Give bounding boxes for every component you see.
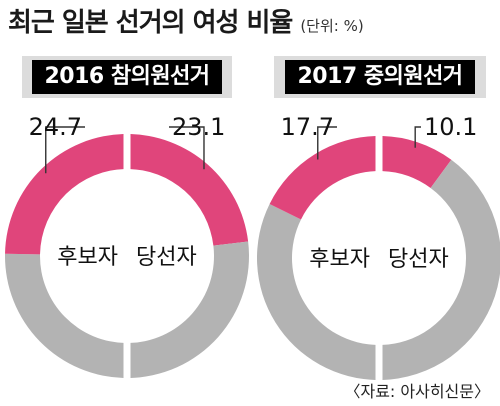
value-left-candidate: 24.7 xyxy=(29,113,82,141)
label-left-elected: 당선자 xyxy=(136,245,197,270)
slice-left-candidate-rest xyxy=(5,253,124,378)
label-left-candidate: 후보자 xyxy=(57,245,118,270)
donut-left: 24.7 23.1 후보자 당선자 xyxy=(5,113,249,378)
slice-right-candidate-rest xyxy=(257,203,376,380)
donut-right: 17.7 10.1 후보자 당선자 xyxy=(257,113,500,380)
value-right-candidate: 17.7 xyxy=(281,113,334,141)
subhead-left: 2016 참의원선거 xyxy=(22,56,232,98)
title-row: 최근 일본 선거의 여성 비율 (단위: %) xyxy=(8,2,364,39)
label-right-candidate: 후보자 xyxy=(309,247,370,272)
leader-right-candidate xyxy=(317,126,337,160)
chart-title: 최근 일본 선거의 여성 비율 xyxy=(8,8,293,38)
leader-left-elected xyxy=(169,126,205,170)
chart-title-right: 2017 중의원선거 xyxy=(285,60,475,94)
leader-left-candidate xyxy=(45,126,85,174)
slice-right-candidate-female xyxy=(269,136,376,220)
label-right-elected: 당선자 xyxy=(388,247,449,272)
leader-right-elected xyxy=(414,126,421,148)
slice-right-elected-female xyxy=(382,136,452,188)
source-note: 〈자료: 아사히신문〉 xyxy=(344,382,490,401)
value-right-elected: 10.1 xyxy=(424,113,477,141)
subhead-right: 2017 중의원선거 xyxy=(274,56,486,98)
slice-left-candidate-female xyxy=(5,134,124,255)
slice-left-elected-rest xyxy=(130,241,249,378)
chart-title-left: 2016 참의원선거 xyxy=(32,60,222,94)
slice-right-elected-rest xyxy=(382,159,500,380)
unit-label: (단위: %) xyxy=(300,17,364,35)
value-left-elected: 23.1 xyxy=(172,113,225,141)
slice-left-elected-female xyxy=(130,134,249,246)
